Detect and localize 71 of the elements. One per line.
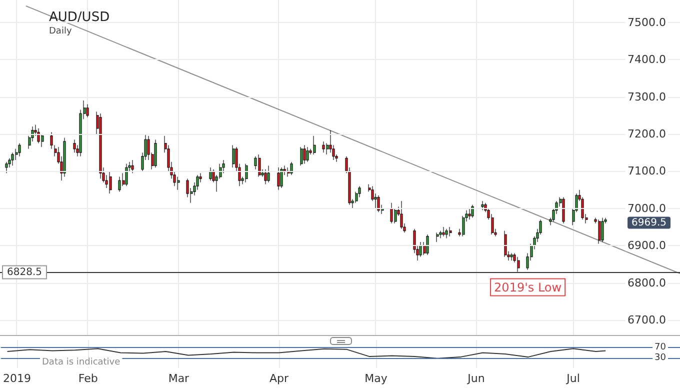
candlestick [264, 169, 267, 185]
y-tick-label: 7100.0 [628, 164, 666, 178]
candlestick [109, 170, 112, 194]
y-tick-label: 6900.0 [628, 239, 666, 252]
x-tick-label: Mar [168, 372, 190, 385]
candlestick [562, 196, 565, 224]
candlestick [11, 152, 14, 166]
line-series [6, 348, 606, 359]
candlestick [419, 242, 422, 258]
candlestick [400, 200, 403, 230]
candlestick [601, 217, 604, 242]
candlestick [439, 230, 442, 239]
candlestick [481, 200, 484, 211]
candlestick [280, 167, 283, 188]
candlestick [442, 226, 445, 237]
y-tick-label: 7500.0 [628, 16, 666, 29]
candlestick [468, 208, 471, 220]
y-tick-label: 6800.0 [628, 276, 666, 290]
candlestick [118, 176, 121, 192]
candlestick [377, 195, 380, 212]
candlestick [5, 162, 8, 174]
candlestick [445, 228, 448, 239]
y-tick-label: 30 [654, 352, 666, 363]
candlestick [245, 163, 248, 183]
candlestick [436, 232, 439, 242]
candlestick [504, 230, 507, 258]
candlestick [426, 234, 429, 256]
y-tick-label: 7200.0 [628, 128, 666, 140]
y-tick-label: 7300.0 [628, 90, 666, 104]
candlestick [258, 154, 261, 178]
candlestick [290, 162, 293, 176]
candlestick [232, 144, 235, 168]
x-tick-label: May [364, 372, 388, 385]
candlestick [99, 113, 102, 179]
x-tick-label: Feb [78, 372, 98, 385]
text: Daily [49, 26, 72, 36]
candlestick [267, 165, 270, 183]
candlestick [125, 163, 128, 186]
candlestick [300, 146, 303, 166]
x-tick-label: Jul [566, 372, 580, 385]
candlestick [277, 167, 280, 190]
candlestick [131, 160, 134, 174]
text: AUD/USD [49, 10, 110, 25]
annotation: 6969.5 [632, 217, 667, 228]
candlestick [37, 128, 40, 144]
y-tick-label: 6700.0 [628, 314, 666, 327]
candlestick [517, 256, 520, 272]
x-tick-label: Jun [466, 372, 485, 385]
y-tick-label: 7400.0 [628, 53, 666, 66]
x-tick-label: 2019 [2, 372, 31, 385]
candlestick [322, 141, 325, 153]
candlestick [209, 167, 212, 181]
candlestick [63, 137, 66, 178]
candlestick [449, 226, 452, 237]
annotation: Data is indicative [42, 358, 121, 368]
candlestick [303, 144, 306, 164]
candlestick [313, 136, 316, 155]
candlestick [510, 252, 513, 261]
candlestick [471, 204, 474, 218]
candlestick [306, 146, 309, 162]
y-tick-label: 70 [654, 342, 666, 353]
annotation: 2019's Low [494, 280, 562, 294]
candlestick [154, 139, 157, 168]
ref-line-label: 6828.5 [7, 266, 42, 278]
y-tick-label: 7000.0 [628, 202, 666, 215]
candlestick [73, 139, 76, 153]
candlestick [390, 202, 393, 224]
x-tick-label: Apr [269, 372, 289, 385]
candlestick [598, 219, 601, 244]
candlestick [86, 104, 89, 118]
candlestick [18, 143, 21, 157]
